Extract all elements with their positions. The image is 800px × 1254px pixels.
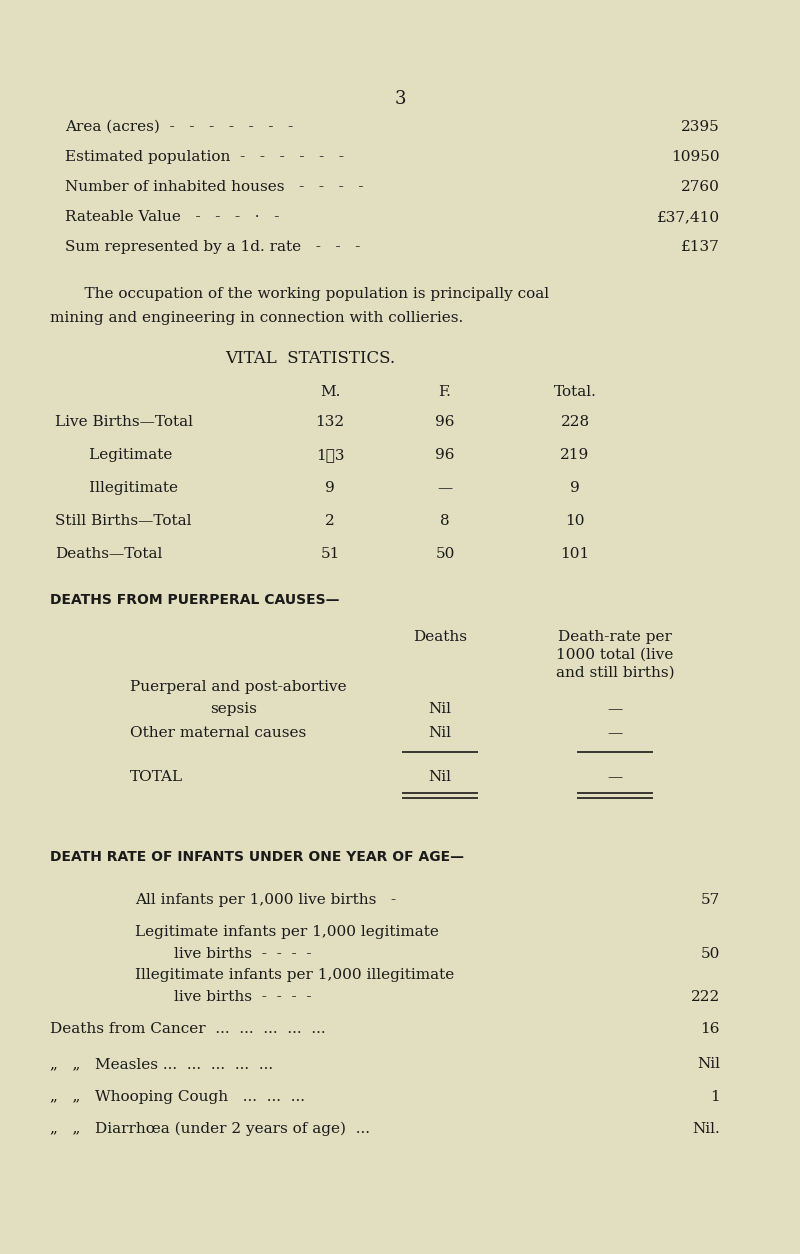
Text: Nil: Nil — [429, 770, 451, 784]
Text: Nil.: Nil. — [692, 1122, 720, 1136]
Text: Legitimate: Legitimate — [55, 448, 172, 461]
Text: 2395: 2395 — [682, 120, 720, 134]
Text: 57: 57 — [701, 893, 720, 907]
Text: 8: 8 — [440, 514, 450, 528]
Text: —: — — [438, 482, 453, 495]
Text: Nil: Nil — [429, 726, 451, 740]
Text: Estimated population  -   -   -   -   -   -: Estimated population - - - - - - — [65, 150, 344, 164]
Text: 101: 101 — [560, 547, 590, 561]
Text: mining and engineering in connection with collieries.: mining and engineering in connection wit… — [50, 311, 463, 325]
Text: 1∶3: 1∶3 — [316, 448, 344, 461]
Text: 10950: 10950 — [671, 150, 720, 164]
Text: £37,410: £37,410 — [657, 209, 720, 224]
Text: Area (acres)  -   -   -   -   -   -   -: Area (acres) - - - - - - - — [65, 120, 294, 134]
Text: 9: 9 — [570, 482, 580, 495]
Text: 3: 3 — [394, 90, 406, 108]
Text: „   „   Measles ...  ...  ...  ...  ...: „ „ Measles ... ... ... ... ... — [50, 1057, 273, 1071]
Text: 1: 1 — [710, 1090, 720, 1104]
Text: 51: 51 — [320, 547, 340, 561]
Text: 96: 96 — [435, 415, 454, 429]
Text: VITAL  STATISTICS.: VITAL STATISTICS. — [225, 350, 395, 367]
Text: Deaths: Deaths — [413, 630, 467, 645]
Text: Puerperal and post-abortive: Puerperal and post-abortive — [130, 680, 346, 693]
Text: Deaths from Cancer  ...  ...  ...  ...  ...: Deaths from Cancer ... ... ... ... ... — [50, 1022, 326, 1036]
Text: Still Births—Total: Still Births—Total — [55, 514, 191, 528]
Text: Other maternal causes: Other maternal causes — [130, 726, 306, 740]
Text: The occupation of the working population is principally coal: The occupation of the working population… — [65, 287, 549, 301]
Text: —: — — [607, 702, 622, 716]
Text: —: — — [607, 770, 622, 784]
Text: „   „   Diarrhœa (under 2 years of age)  ...: „ „ Diarrhœa (under 2 years of age) ... — [50, 1122, 370, 1136]
Text: 228: 228 — [561, 415, 590, 429]
Text: 222: 222 — [690, 989, 720, 1004]
Text: M.: M. — [320, 385, 340, 399]
Text: Live Births—Total: Live Births—Total — [55, 415, 193, 429]
Text: and still births): and still births) — [556, 666, 674, 680]
Text: Deaths—Total: Deaths—Total — [55, 547, 162, 561]
Text: Sum represented by a 1d. rate   -   -   -: Sum represented by a 1d. rate - - - — [65, 240, 360, 255]
Text: 16: 16 — [701, 1022, 720, 1036]
Text: F.: F. — [438, 385, 451, 399]
Text: „   „   Whooping Cough   ...  ...  ...: „ „ Whooping Cough ... ... ... — [50, 1090, 305, 1104]
Text: 50: 50 — [701, 947, 720, 961]
Text: 2760: 2760 — [681, 181, 720, 194]
Text: 1000 total (live: 1000 total (live — [556, 648, 674, 662]
Text: £137: £137 — [682, 240, 720, 255]
Text: 50: 50 — [435, 547, 454, 561]
Text: sepsis: sepsis — [210, 702, 257, 716]
Text: Nil: Nil — [697, 1057, 720, 1071]
Text: All infants per 1,000 live births   -: All infants per 1,000 live births - — [135, 893, 396, 907]
Text: Death-rate per: Death-rate per — [558, 630, 672, 645]
Text: live births  -  -  -  -: live births - - - - — [135, 989, 311, 1004]
Text: Illegitimate infants per 1,000 illegitimate: Illegitimate infants per 1,000 illegitim… — [135, 968, 454, 982]
Text: 132: 132 — [315, 415, 345, 429]
Text: 10: 10 — [566, 514, 585, 528]
Text: 2: 2 — [325, 514, 335, 528]
Text: Total.: Total. — [554, 385, 597, 399]
Text: —: — — [607, 726, 622, 740]
Text: 219: 219 — [560, 448, 590, 461]
Text: Rateable Value   -   -   -   ·   -: Rateable Value - - - · - — [65, 209, 279, 224]
Text: Number of inhabited houses   -   -   -   -: Number of inhabited houses - - - - — [65, 181, 363, 194]
Text: 9: 9 — [325, 482, 335, 495]
Text: 96: 96 — [435, 448, 454, 461]
Text: Legitimate infants per 1,000 legitimate: Legitimate infants per 1,000 legitimate — [135, 925, 439, 939]
Text: DEATHS FROM PUERPERAL CAUSES—: DEATHS FROM PUERPERAL CAUSES— — [50, 593, 339, 607]
Text: Illegitimate: Illegitimate — [55, 482, 178, 495]
Text: DEATH RATE OF INFANTS UNDER ONE YEAR OF AGE—: DEATH RATE OF INFANTS UNDER ONE YEAR OF … — [50, 850, 464, 864]
Text: TOTAL: TOTAL — [130, 770, 183, 784]
Text: Nil: Nil — [429, 702, 451, 716]
Text: live births  -  -  -  -: live births - - - - — [135, 947, 311, 961]
